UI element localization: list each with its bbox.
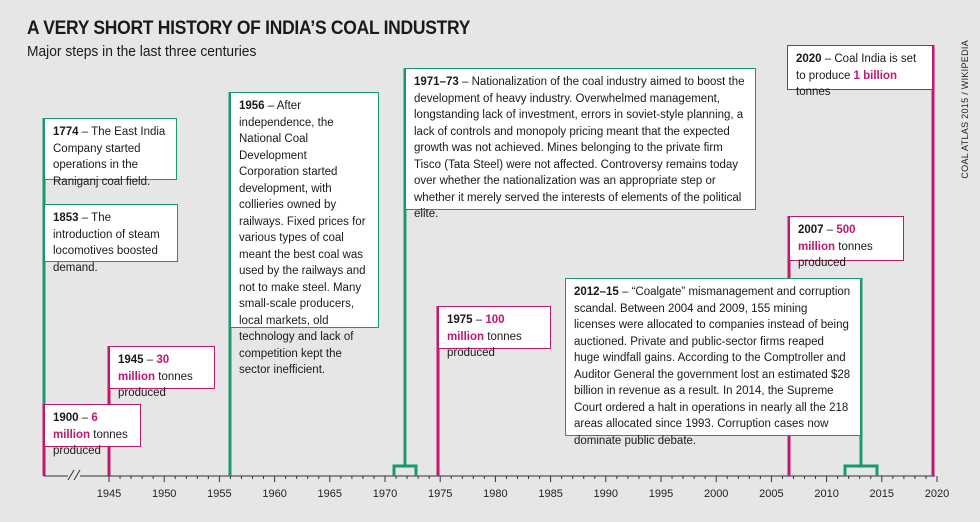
tick-label: 1985 (538, 488, 562, 500)
event-year: 1774 (53, 126, 79, 138)
event-box-1956: 1956 – After independence, the National … (230, 92, 379, 376)
event-text: – Coal India is set to produce (796, 53, 917, 82)
event-text: – After independence, the National Coal … (239, 100, 366, 376)
page-title: A VERY SHORT HISTORY OF INDIA’S COAL IND… (27, 18, 471, 39)
event-box-1774: 1774 – The East India Company started op… (44, 118, 177, 188)
tick-label: 2010 (814, 488, 838, 500)
event-year: 2007 (798, 224, 824, 236)
event-text: – “Coalgate” mismanagement and corruptio… (574, 286, 851, 447)
tick-label: 1965 (318, 488, 342, 500)
tick-label: 1950 (152, 488, 176, 500)
event-text: – Nationalization of the coal industry a… (414, 76, 745, 220)
event-dash: – (143, 354, 157, 366)
event-dash: – (823, 224, 837, 236)
event-value: 100 million (447, 314, 505, 343)
tick-label: 1955 (207, 488, 231, 500)
event-year: 1971–73 (414, 76, 459, 88)
bracket-2012-15 (843, 464, 879, 476)
event-year: 2012–15 (574, 286, 619, 298)
event-value: 6 million (53, 412, 98, 441)
event-text: tonnes produced (798, 240, 873, 270)
event-value: 500 million (798, 224, 856, 253)
tick-label: 2020 (925, 488, 949, 500)
event-box-2007: 2007 – 500 million tonnes produced (789, 216, 904, 269)
tick-label: 1970 (373, 488, 397, 500)
event-box-1900: 1900 – 6 million tonnes produced (44, 404, 141, 457)
tick-label: 1995 (649, 488, 673, 500)
event-box-2020: 2020 – Coal India is set to produce 1 bi… (787, 45, 933, 98)
event-box-1945: 1945 – 30 million tonnes produced (109, 346, 215, 399)
axis-ticks: 1945 1950 1955 1960 1965 1970 1975 1980 1985 1990… (97, 476, 949, 500)
event-box-1975: 1975 – 100 million tonnes produced (438, 306, 551, 359)
page-subtitle: Major steps in the last three centuries (27, 43, 257, 60)
tick-label: 1990 (594, 488, 618, 500)
event-text: – The introduction of steam locomotives … (53, 212, 160, 274)
event-year: 1853 (53, 212, 79, 224)
event-text: tonnes produced (53, 428, 128, 458)
tick-label: 1980 (483, 488, 507, 500)
event-text: tonnes produced (118, 370, 193, 400)
event-year: 1975 (447, 314, 473, 326)
axis-break-2 (73, 469, 81, 481)
event-box-1971-73: 1971–73 – Nationalization of the coal in… (405, 68, 756, 220)
event-box-1853: 1853 – The introduction of steam locomot… (44, 204, 178, 274)
tick-label: 2005 (759, 488, 783, 500)
bracket-1971-73 (392, 464, 418, 476)
event-dash: – (78, 412, 92, 424)
event-tail: tonnes (796, 86, 831, 98)
event-dash: – (472, 314, 486, 326)
event-year: 1956 (239, 100, 265, 112)
tick-label: 2000 (704, 488, 728, 500)
event-text: tonnes produced (447, 330, 522, 360)
event-year: 2020 (796, 53, 822, 65)
tick-label: 1960 (262, 488, 286, 500)
event-value: 30 million (118, 354, 170, 383)
event-text: – The East India Company started operati… (53, 126, 166, 188)
event-year: 1945 (118, 354, 144, 366)
axis-break (67, 469, 75, 481)
tick-label: 2015 (870, 488, 894, 500)
tick-label: 1975 (428, 488, 452, 500)
event-value: 1 billion (853, 69, 897, 82)
tick-label: 1945 (97, 488, 121, 500)
event-box-2012-15: 2012–15 – “Coalgate” mismanagement and c… (565, 278, 861, 447)
event-year: 1900 (53, 412, 79, 424)
